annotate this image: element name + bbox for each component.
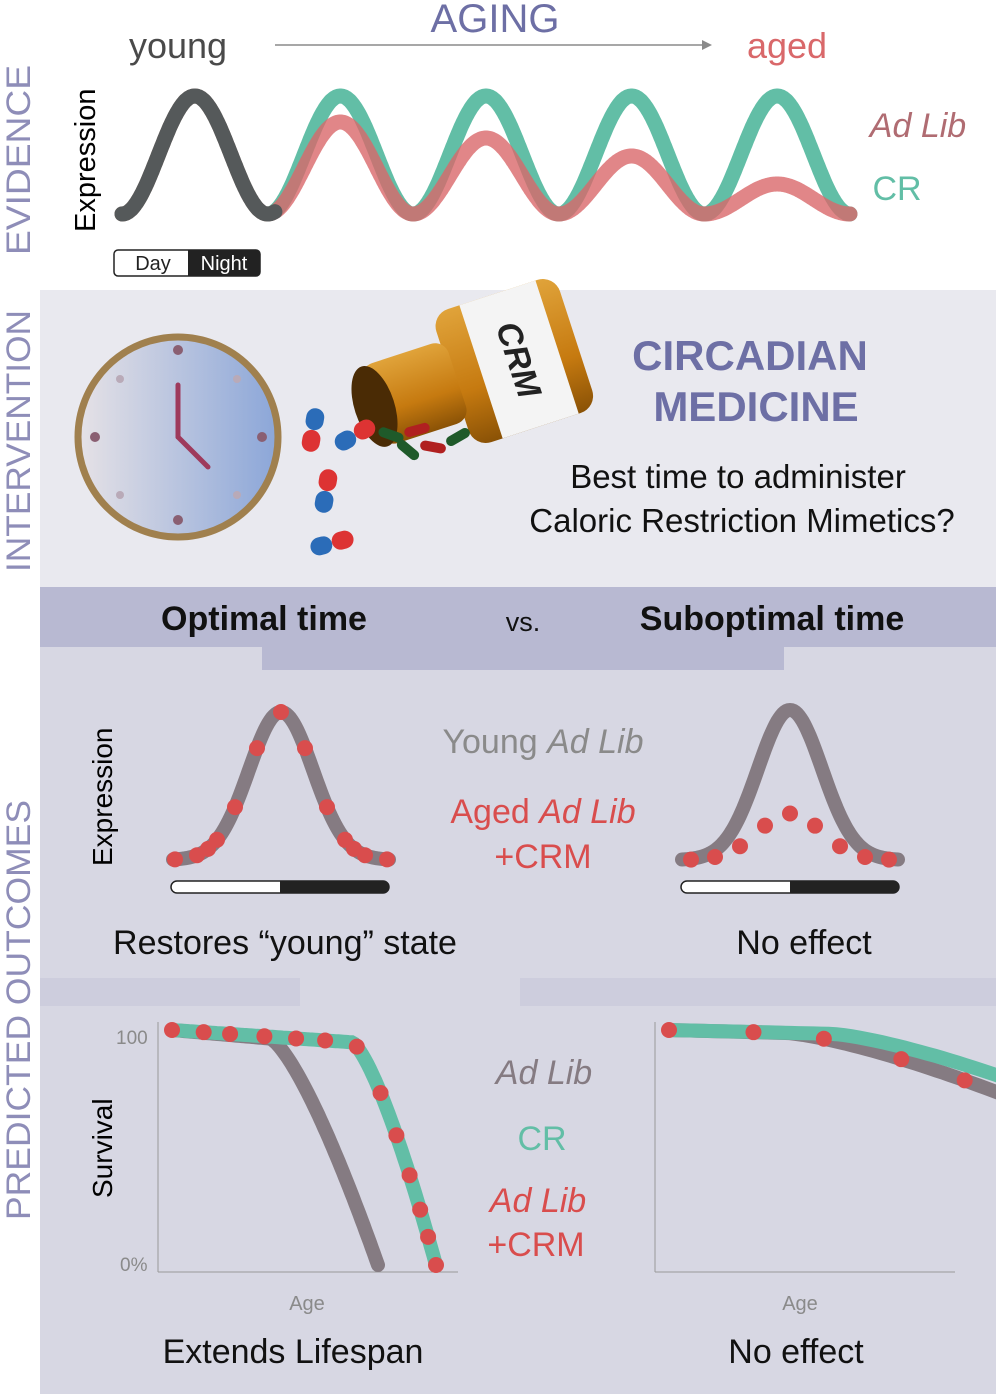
- survival-tick-100: 100: [116, 1028, 148, 1049]
- question-line-2: Caloric Restriction Mimetics?: [529, 502, 954, 539]
- suboptimal-crm-survival-dot: [815, 1030, 832, 1047]
- optimal-crm-survival-dot: [372, 1084, 389, 1101]
- clock-icon: [74, 333, 282, 541]
- optimal-crm-dot: [227, 799, 243, 816]
- optimal-crm-dot: [379, 851, 395, 868]
- outcomes-section-label: PREDICTED OUTCOMES: [0, 800, 38, 1220]
- suboptimal-crm-dot: [807, 817, 823, 834]
- suboptimal-survival-axes: [654, 1022, 955, 1273]
- survival-cr-legend: CR: [517, 1120, 566, 1158]
- optimal-crm-dot: [167, 851, 183, 868]
- suboptimal-crm-dot: [782, 805, 798, 822]
- suboptimal-age-xlabel: Age: [782, 1293, 818, 1315]
- suboptimal-cr-survival: [662, 1023, 996, 1083]
- day-label: Day: [135, 253, 171, 275]
- optimal-crm-survival-dot: [256, 1028, 273, 1045]
- aged-label: aged: [747, 25, 827, 66]
- night-label: Night: [201, 253, 248, 275]
- suboptimal-crm-dot: [832, 838, 848, 855]
- suboptimal-crm-dot: [757, 817, 773, 834]
- suboptimal-crm-dot: [683, 851, 699, 868]
- pill-bottle-icon: CRM: [351, 279, 594, 461]
- suboptimal-day-night-bar: [680, 880, 900, 894]
- optimal-crm-survival-dot: [348, 1038, 365, 1055]
- optimal-crm-survival-dot: [420, 1228, 437, 1245]
- young-adlib-legend: Young Ad Lib: [442, 723, 643, 761]
- survival-tick-0: 0%: [120, 1255, 148, 1276]
- cr-legend: CR: [872, 170, 921, 208]
- optimal-crm-dot: [297, 740, 313, 757]
- optimal-crm-survival-dot: [317, 1032, 334, 1049]
- suboptimal-crm-dot: [881, 851, 897, 868]
- optimal-crm-survival-dot: [222, 1025, 239, 1042]
- optimal-crm-dot: [209, 831, 225, 848]
- optimal-day-night-bar: [170, 880, 390, 894]
- optimal-age-xlabel: Age: [289, 1293, 325, 1315]
- suboptimal-crm-survival-dot: [956, 1072, 973, 1089]
- aged-adlib-legend: Aged Ad Lib: [450, 793, 635, 831]
- vs-label: vs.: [506, 607, 541, 637]
- optimal-crm-survival-dot: [401, 1167, 418, 1184]
- aged-crm-legend: +CRM: [494, 838, 591, 876]
- suboptimal-crm-survival-dot: [661, 1022, 677, 1038]
- optimal-expression-plot: [166, 704, 396, 868]
- optimal-survival-axes: [157, 1022, 458, 1273]
- optimal-crm-survival-dot: [428, 1257, 444, 1273]
- question-line-1: Best time to administer: [570, 458, 906, 495]
- suboptimal-arrow-shade: [520, 978, 996, 1006]
- young-rhythm-line: [114, 88, 283, 222]
- evidence-rhythm-curves: [114, 88, 858, 222]
- evidence-ylabel: Expression: [70, 89, 102, 232]
- adlib-legend: Ad Lib: [868, 107, 966, 145]
- optimal-crm-survival-dot: [412, 1201, 429, 1218]
- aging-label: AGING: [431, 0, 560, 41]
- medicine-title: MEDICINE: [653, 383, 858, 430]
- survival-crm-legend-line2: +CRM: [487, 1226, 584, 1264]
- timing-band: [40, 587, 996, 670]
- circadian-title: CIRCADIAN: [632, 332, 868, 379]
- pill-capsules: [301, 408, 376, 556]
- suboptimal-young-curve: [675, 702, 905, 867]
- aging-arrowhead: [702, 40, 712, 50]
- suboptimal-crm-survival-dot: [893, 1051, 910, 1068]
- suboptimal-crm-dot: [707, 848, 723, 865]
- optimal-crm-survival-dot: [164, 1022, 180, 1038]
- outcomes-expression-ylabel: Expression: [87, 727, 118, 866]
- suboptimal-survival-plot: [661, 1022, 996, 1100]
- optimal-crm-dot: [249, 740, 265, 757]
- suboptimal-crm-survival-dot: [745, 1024, 762, 1041]
- intervention-section-label: INTERVENTION: [0, 310, 38, 572]
- suboptimal-crm-dot: [732, 838, 748, 855]
- optimal-expression-caption: Restores “young” state: [113, 924, 457, 962]
- suboptimal-crm-dot: [857, 848, 873, 865]
- optimal-survival-plot: [164, 1022, 444, 1273]
- optimal-crm-dot: [273, 704, 289, 720]
- suboptimal-time-label: Suboptimal time: [640, 600, 904, 638]
- optimal-arrow-shade: [40, 978, 300, 1006]
- young-label: young: [129, 25, 227, 66]
- optimal-crm-dot: [357, 847, 373, 864]
- optimal-time-label: Optimal time: [161, 600, 367, 638]
- optimal-crm-survival-dot: [195, 1024, 212, 1041]
- optimal-crm-survival-dot: [388, 1127, 405, 1144]
- optimal-crm-survival-dot: [288, 1030, 305, 1047]
- survival-ylabel: Survival: [87, 1098, 118, 1198]
- suboptimal-expression-caption: No effect: [736, 924, 872, 962]
- survival-crm-legend-line1: Ad Lib: [488, 1182, 586, 1220]
- optimal-crm-dot: [319, 799, 335, 816]
- optimal-survival-caption: Extends Lifespan: [163, 1333, 424, 1371]
- day-night-bar: [113, 249, 261, 277]
- suboptimal-expression-plot: [675, 702, 905, 868]
- suboptimal-survival-caption: No effect: [728, 1333, 864, 1371]
- survival-adlib-legend: Ad Lib: [494, 1054, 592, 1092]
- evidence-section-label: EVIDENCE: [0, 65, 38, 255]
